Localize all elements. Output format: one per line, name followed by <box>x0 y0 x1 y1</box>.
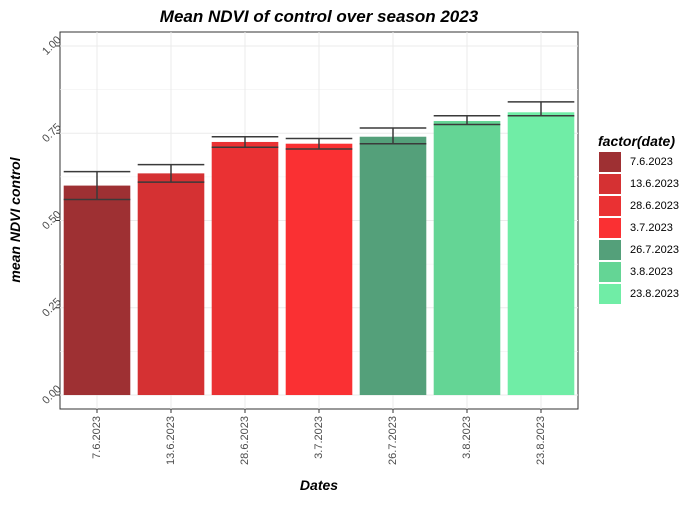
legend-swatch <box>599 284 621 304</box>
bar <box>285 143 353 396</box>
x-tick-label: 3.7.2023 <box>313 416 325 459</box>
bar <box>137 173 205 396</box>
x-tick-label: 23.8.2023 <box>535 416 547 465</box>
legend-swatch <box>599 218 621 238</box>
x-axis-title: Dates <box>300 477 338 493</box>
chart-title: Mean NDVI of control over season 2023 <box>160 7 479 26</box>
bar <box>211 141 279 396</box>
legend-label: 7.6.2023 <box>630 156 673 168</box>
legend-swatch <box>599 262 621 282</box>
legend-label: 13.6.2023 <box>630 178 679 190</box>
bar-layer <box>63 112 575 396</box>
legend-swatch <box>599 196 621 216</box>
y-axis-title: mean NDVI control <box>7 156 23 282</box>
legend-label: 3.8.2023 <box>630 266 673 278</box>
x-tick-label: 28.6.2023 <box>239 416 251 465</box>
bar <box>359 136 427 396</box>
x-tick-label: 7.6.2023 <box>91 416 103 459</box>
axis-layer: 0.000.250.500.751.007.6.2023 13.6.2023 28.… <box>40 34 547 465</box>
legend-swatch <box>599 174 621 194</box>
errorbar-layer <box>63 101 575 201</box>
legend-label: 26.7.2023 <box>630 244 679 256</box>
bar <box>507 112 575 396</box>
x-tick-label: 26.7.2023 <box>387 416 399 465</box>
legend-label: 28.6.2023 <box>630 200 679 212</box>
legend-label: 23.8.2023 <box>630 288 679 300</box>
bar <box>63 185 131 396</box>
x-tick-label: 13.6.2023 <box>165 416 177 465</box>
legend-swatch <box>599 240 621 260</box>
legend-label: 3.7.2023 <box>630 222 673 234</box>
legend-title: factor(date) <box>598 133 675 149</box>
x-tick-label: 3.8.2023 <box>461 416 473 459</box>
legend: factor(date) 7.6.2023 13.6.2023 28.6.2023 3… <box>598 133 679 304</box>
bar <box>433 121 501 396</box>
legend-swatch <box>599 152 621 172</box>
